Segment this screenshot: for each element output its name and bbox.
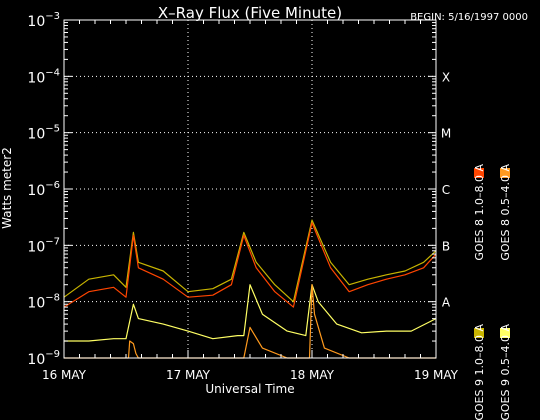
x-axis-ticks: 16 MAY 17 MAY 18 MAY 19 MAY — [42, 20, 459, 382]
begin-date-label: BEGIN: 5/16/1997 0000 — [410, 12, 528, 23]
legend-swatch — [500, 328, 510, 338]
legend-swatch — [474, 168, 484, 178]
flare-class-label: M — [441, 127, 451, 141]
y-tick-label: 10−9 — [27, 349, 60, 368]
x-tick-label: 18 MAY — [290, 368, 335, 382]
x-tick-label: 19 MAY — [414, 368, 459, 382]
flare-class-label: A — [442, 296, 451, 310]
y-tick-label: 10−3 — [27, 11, 60, 30]
flare-class-label: X — [442, 70, 450, 84]
x-tick-label: 17 MAY — [166, 368, 211, 382]
legend: GOES 8 1.0–8.0 A GOES 9 1.0–8.0 A GOES 8 0… — [473, 164, 512, 420]
grid-lines — [64, 20, 436, 358]
y-tick-label: 10−6 — [27, 180, 60, 199]
y-axis-ticks: 10−3 10−4 10−5 10−6 10−7 10−8 10−9 — [27, 11, 436, 368]
y-tick-label: 10−7 — [27, 236, 60, 255]
series-line — [64, 284, 437, 342]
series-line — [63, 222, 437, 308]
y-tick-label: 10−8 — [27, 293, 60, 312]
chart-title: X–Ray Flux (Five Minute) — [158, 4, 342, 22]
legend-swatch — [474, 328, 484, 338]
data-series — [63, 219, 437, 359]
flare-class-label: B — [442, 239, 450, 253]
legend-entry: GOES 8 1.0–8.0 A — [473, 164, 486, 261]
x-axis-label: Universal Time — [205, 382, 294, 396]
flare-class-label: C — [442, 183, 450, 197]
flare-class-labels: X M C B A — [441, 70, 451, 309]
x-tick-label: 16 MAY — [42, 368, 87, 382]
y-tick-label: 10−4 — [27, 67, 60, 86]
legend-swatch — [500, 168, 510, 178]
legend-entry: GOES 9 0.5–4.0 A — [499, 324, 512, 420]
y-tick-label: 10−5 — [27, 124, 60, 143]
y-axis-label: Watts meter2 — [0, 147, 14, 229]
legend-entry: GOES 8 0.5–4.0 A — [499, 164, 512, 261]
series-line — [63, 219, 437, 303]
legend-entry: GOES 9 1.0–8.0 A — [473, 324, 486, 420]
